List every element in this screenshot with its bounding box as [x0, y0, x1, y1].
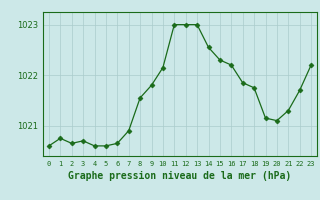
- X-axis label: Graphe pression niveau de la mer (hPa): Graphe pression niveau de la mer (hPa): [68, 171, 292, 181]
